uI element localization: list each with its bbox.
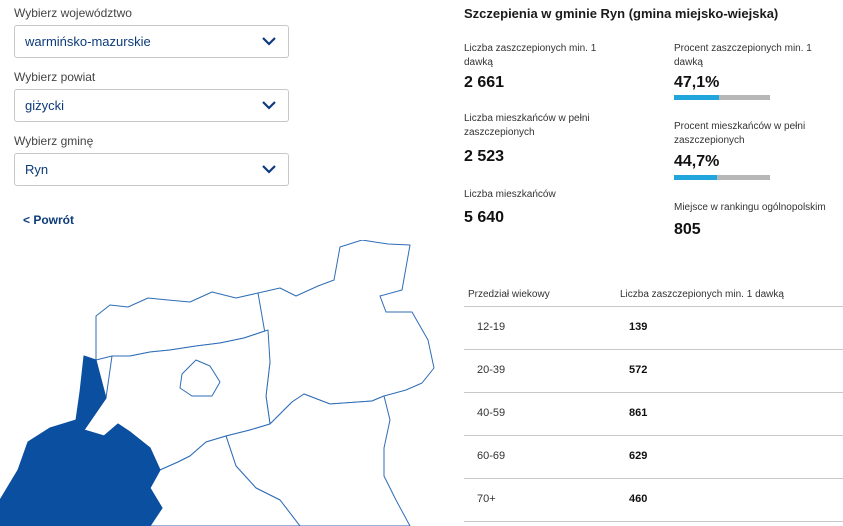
stat-value-percent-one-dose: 47,1% (674, 74, 720, 91)
progress-fill-one-dose (674, 95, 720, 100)
stat-value-residents: 5 640 (464, 209, 505, 226)
table-divider (464, 478, 843, 479)
table-cell-age: 70+ (477, 493, 496, 505)
stat-label-residents: Liczba mieszkańców (464, 189, 556, 200)
table-cell-age: 40-59 (477, 407, 506, 419)
map-region-lake[interactable] (179, 359, 221, 397)
table-cell-count: 629 (629, 450, 648, 462)
map-region-northeast[interactable] (257, 240, 435, 425)
chevron-down-icon (262, 101, 276, 110)
voivodeship-select[interactable]: warmińsko-mazurskie (14, 25, 289, 58)
voivodeship-label: Wybierz województwo (14, 6, 132, 20)
panel-title: Szczepienia w gminie Ryn (gmina miejsko-… (464, 6, 779, 21)
table-divider (464, 435, 843, 436)
table-cell-count: 861 (629, 407, 648, 419)
table-header-count: Liczba zaszczepionych min. 1 dawką (620, 289, 784, 300)
commune-select[interactable]: Ryn (14, 153, 289, 186)
stat-label-percent-one-dose: Procent zaszczepionych min. 1 dawką (674, 43, 812, 68)
table-cell-age: 20-39 (477, 364, 506, 376)
table-cell-count: 139 (629, 321, 648, 333)
chevron-down-icon (262, 165, 276, 174)
commune-map (0, 240, 435, 526)
county-value: giżycki (25, 98, 65, 113)
stat-label-ranking: Miejsce w rankingu ogólnopolskim (674, 202, 826, 213)
stat-label-fully: Liczba mieszkańców w pełni zaszczepionyc… (464, 113, 590, 138)
stat-label-one-dose: Liczba zaszczepionych min. 1 dawką (464, 43, 597, 68)
commune-value: Ryn (25, 162, 49, 177)
table-divider (464, 521, 843, 522)
table-header-age: Przedział wiekowy (468, 289, 550, 300)
table-divider (464, 349, 843, 350)
stat-value-ranking: 805 (674, 221, 701, 238)
stat-value-one-dose: 2 661 (464, 74, 505, 91)
progress-bar-fully (674, 175, 770, 180)
table-cell-age: 60-69 (477, 450, 506, 462)
progress-bar-one-dose (674, 95, 770, 100)
county-select[interactable]: giżycki (14, 89, 289, 122)
table-divider (464, 306, 843, 307)
stat-value-percent-fully: 44,7% (674, 153, 720, 170)
table-divider (464, 392, 843, 393)
chevron-down-icon (262, 37, 276, 46)
progress-fill-fully (674, 175, 717, 180)
county-label: Wybierz powiat (14, 70, 96, 84)
voivodeship-value: warmińsko-mazurskie (25, 34, 151, 49)
map-region-selected[interactable] (0, 355, 163, 526)
back-link[interactable]: < Powrót (23, 213, 75, 227)
table-cell-age: 12-19 (477, 321, 506, 333)
commune-label: Wybierz gminę (14, 134, 94, 148)
stat-value-fully: 2 523 (464, 148, 505, 165)
table-cell-count: 460 (629, 493, 648, 505)
stat-label-percent-fully: Procent mieszkańców w pełni zaszczepiony… (674, 121, 806, 146)
table-cell-count: 572 (629, 364, 648, 376)
